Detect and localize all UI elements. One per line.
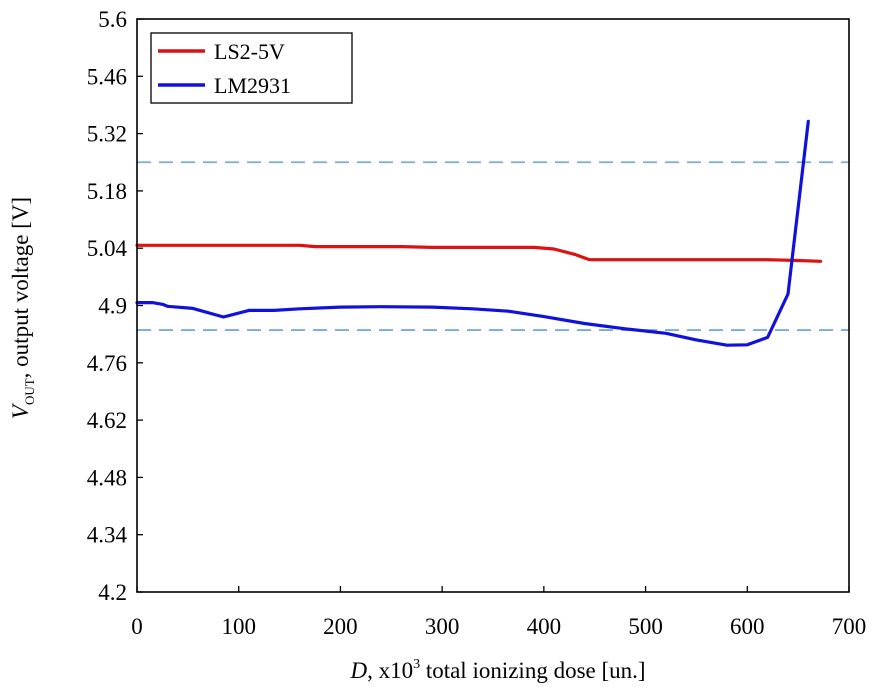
x-axis-variable: D xyxy=(349,658,367,683)
x-axis: 0 100 200 300 400 500 600 700 xyxy=(131,586,866,639)
y-tick-label: 5.18 xyxy=(87,179,127,204)
x-axis-title-post: total ionizing dose [un.] xyxy=(420,658,646,683)
series-line-ls2-5v xyxy=(135,243,823,263)
x-tick-label: 400 xyxy=(527,614,562,639)
y-tick-label: 5.32 xyxy=(87,122,127,147)
x-tick-label: 700 xyxy=(832,614,867,639)
legend-label-lm2931: LM2931 xyxy=(214,73,291,98)
y-axis-title-post: , output voltage [V] xyxy=(8,197,33,378)
x-tick-label: 600 xyxy=(730,614,765,639)
x-tick-label: 200 xyxy=(323,614,358,639)
y-tick-label: 5.46 xyxy=(87,64,127,89)
reference-lines xyxy=(137,161,849,331)
y-tick-label: 4.48 xyxy=(87,465,127,490)
y-tick-label: 4.9 xyxy=(98,294,127,319)
y-axis: 4.2 4.34 4.48 4.62 4.76 4.9 5.04 5.18 5.32 5.46 5.… xyxy=(87,7,143,605)
y-tick-label: 5.6 xyxy=(98,7,127,32)
y-tick-label: 4.34 xyxy=(87,523,128,548)
x-tick-label: 500 xyxy=(628,614,663,639)
legend-box xyxy=(150,32,353,104)
plot-frame xyxy=(136,18,850,593)
y-tick-label: 4.76 xyxy=(87,351,127,376)
x-tick-label: 100 xyxy=(221,614,256,639)
y-axis-subscript: OUT xyxy=(22,378,37,405)
y-tick-label: 4.2 xyxy=(98,580,127,605)
x-tick-label: 0 xyxy=(131,614,143,639)
legend: LS2-5V LM2931 xyxy=(150,32,353,104)
x-axis-title-pre: , x10 xyxy=(367,658,413,683)
y-tick-label: 4.62 xyxy=(87,408,127,433)
x-axis-exponent: 3 xyxy=(413,657,420,672)
series-line-lm2931 xyxy=(135,119,810,347)
legend-label-ls2-5v: LS2-5V xyxy=(214,39,285,64)
y-axis-title: VOUT, output voltage [V] xyxy=(8,197,37,419)
x-tick-label: 300 xyxy=(425,614,460,639)
x-axis-title: D, x103 total ionizing dose [un.] xyxy=(349,657,645,683)
y-tick-label: 5.04 xyxy=(87,236,128,261)
y-axis-variable: V xyxy=(8,402,33,419)
series-lines xyxy=(135,119,823,347)
